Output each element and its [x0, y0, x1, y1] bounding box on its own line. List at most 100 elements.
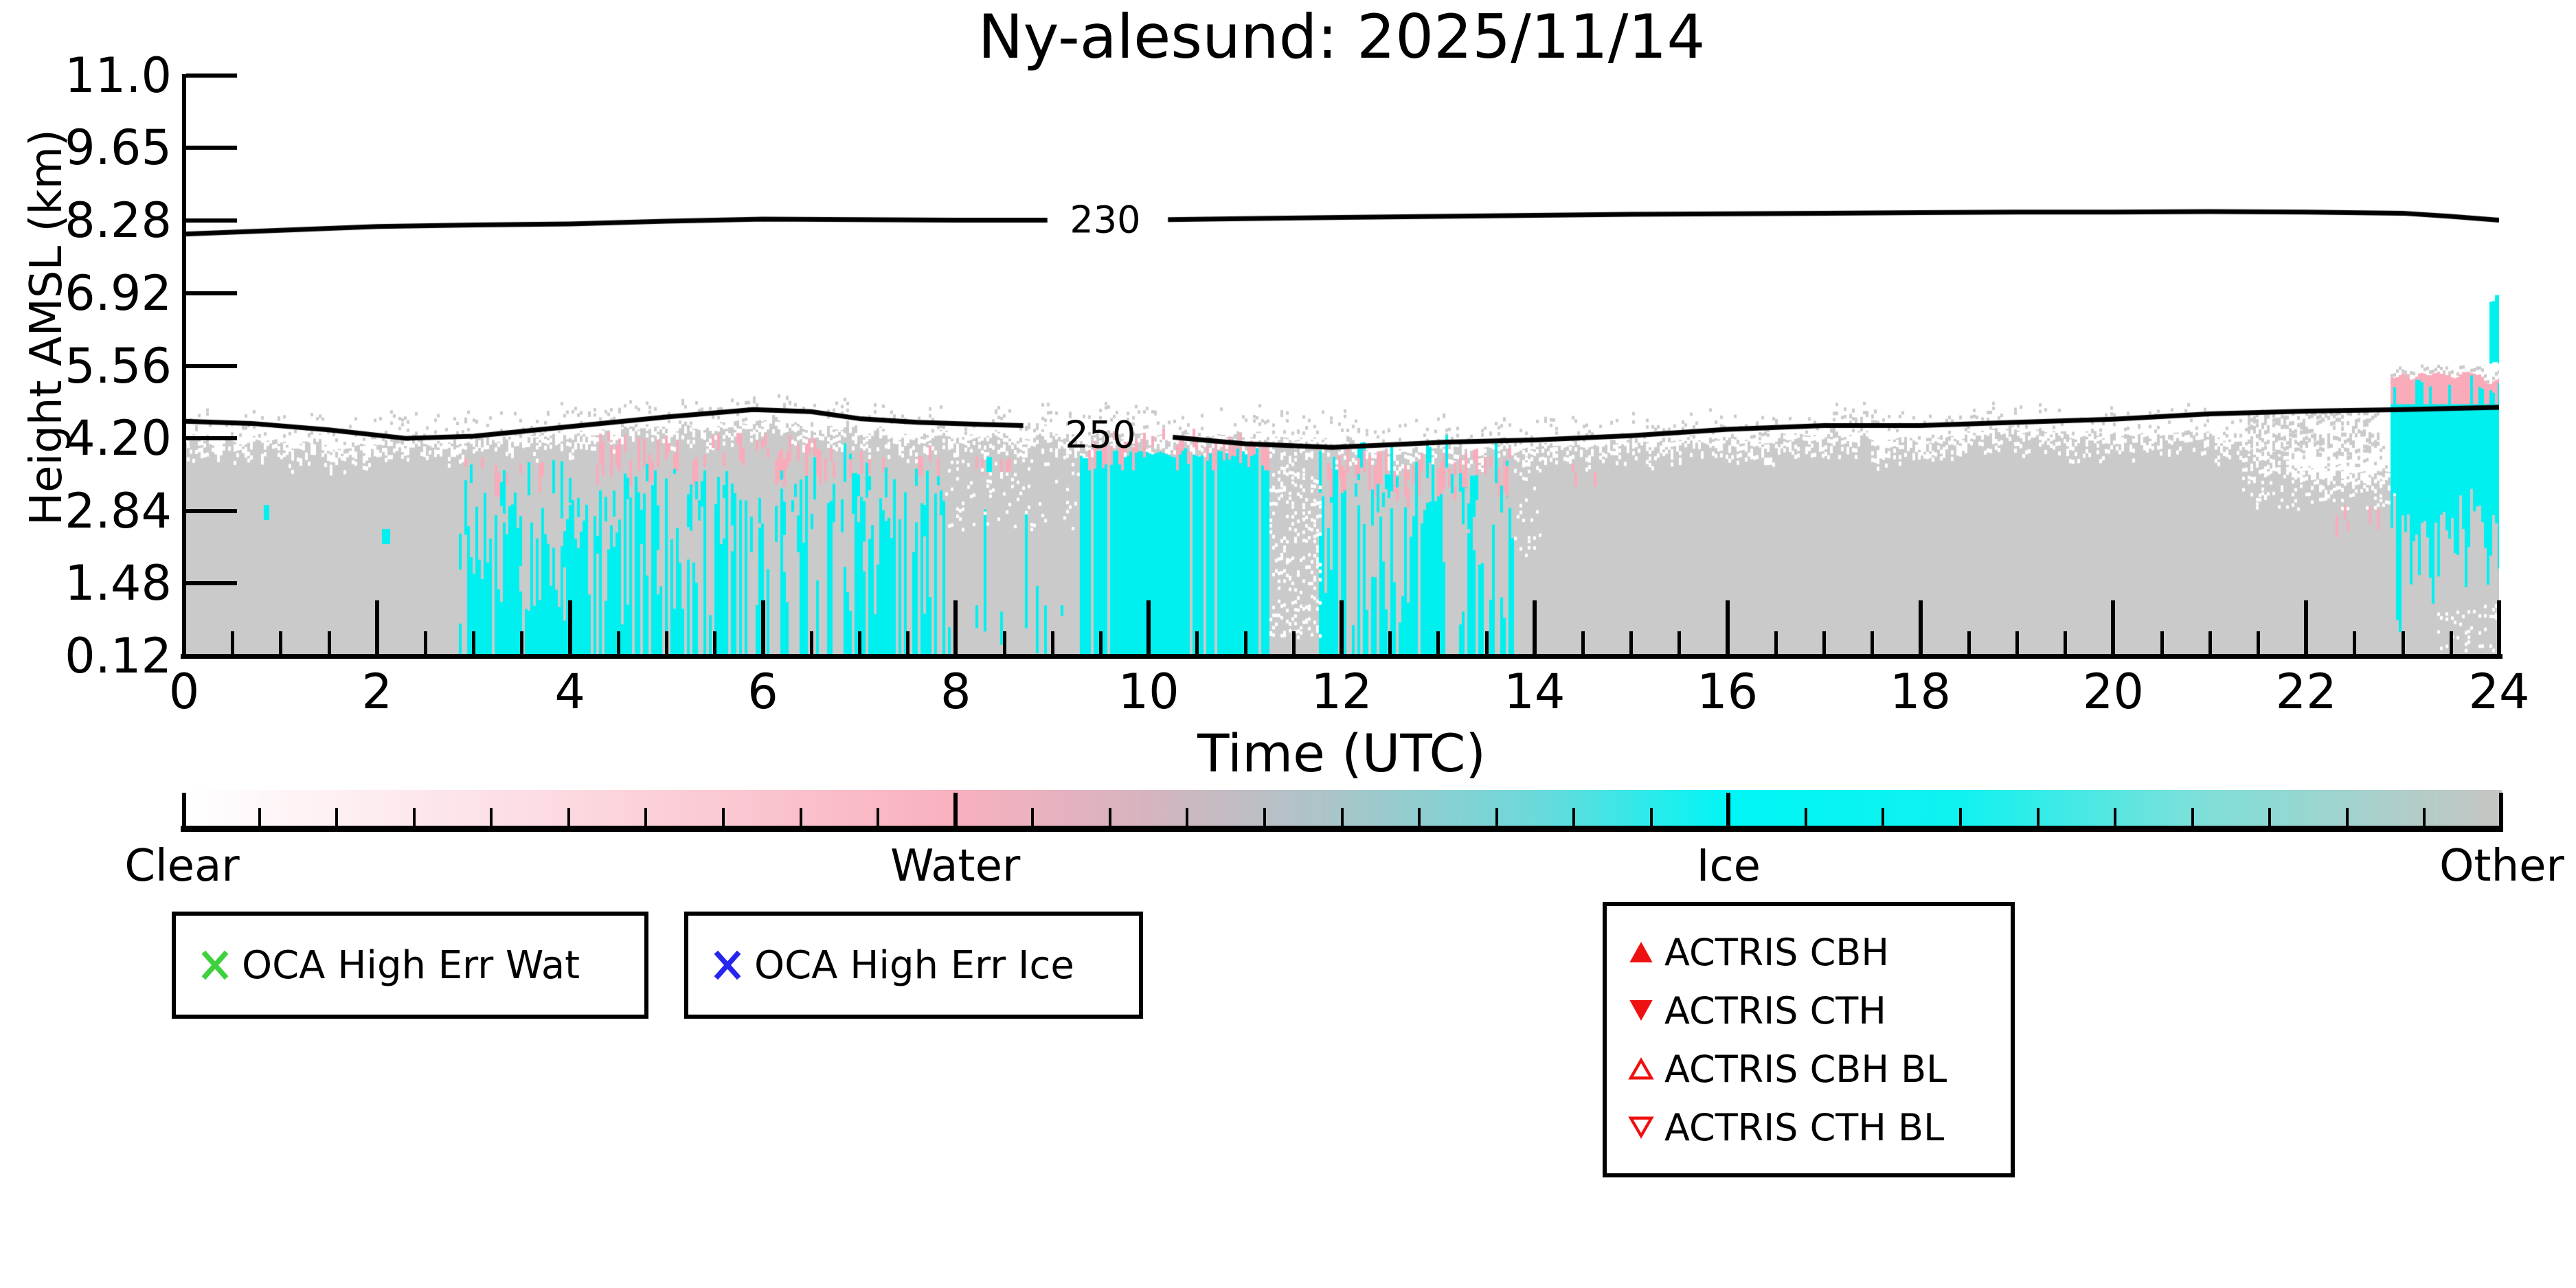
colorbar-minor-tick [877, 808, 880, 826]
colorbar-category-label: Ice [1696, 841, 1761, 892]
x-minor-tick [2015, 631, 2019, 654]
x-axis-spine [181, 654, 2502, 659]
y-major-tick [186, 436, 237, 441]
colorbar-minor-tick [335, 808, 339, 826]
x-tick-label: 0 [168, 664, 200, 720]
x-minor-tick [665, 631, 669, 654]
colorbar-major-tick [1726, 793, 1731, 826]
y-tick-label: 2.84 [65, 482, 172, 539]
x-tick-label: 10 [1118, 664, 1179, 720]
triangle-down-filled-icon [1629, 1000, 1653, 1021]
legend-label: OCA High Err Ice [754, 942, 1074, 988]
colorbar-minor-tick [1263, 808, 1266, 826]
triangle-up-open-icon [1628, 1057, 1654, 1080]
y-major-tick [186, 508, 237, 513]
x-tick-label: 6 [747, 664, 778, 720]
colorbar-minor-tick [258, 808, 261, 826]
x-tick-label: 2 [361, 664, 393, 720]
x-tick-label: 18 [1889, 664, 1952, 720]
x-major-tick [182, 600, 186, 654]
colorbar-minor-tick [2345, 808, 2349, 826]
y-major-tick [186, 218, 237, 223]
x-major-tick [1725, 600, 1730, 654]
x-minor-tick [1822, 631, 1827, 654]
x-major-tick [374, 600, 379, 654]
x-minor-tick [1243, 631, 1247, 654]
x-minor-tick [1291, 631, 1296, 654]
colorbar-major-tick [2499, 793, 2503, 826]
legend-label: OCA High Err Wat [242, 942, 580, 988]
x-tick-label: 4 [554, 664, 585, 720]
colorbar-minor-tick [799, 808, 802, 826]
x-major-tick [1146, 600, 1151, 654]
legend-row: ACTRIS CBH [1627, 931, 2011, 974]
x-tick-label: 14 [1504, 664, 1566, 720]
colorbar-minor-tick [2191, 808, 2194, 826]
x-minor-tick [327, 631, 331, 654]
y-major-tick [186, 291, 237, 295]
x-minor-tick [1871, 631, 1875, 654]
x-minor-tick [1195, 631, 1199, 654]
legend-row: ACTRIS CBH BL [1627, 1048, 2011, 1091]
colorbar-minor-tick [412, 808, 416, 826]
x-minor-tick [2401, 631, 2405, 654]
x-major-tick [1340, 600, 1344, 654]
colorbar-axis-line [181, 826, 2503, 832]
x-tick-label: 8 [940, 664, 971, 720]
legend-label: ACTRIS CTH BL [1664, 1105, 1945, 1149]
contour-label: 230 [1070, 198, 1141, 242]
contour-label: 250 [1065, 413, 1136, 457]
colorbar-minor-tick [1186, 808, 1189, 826]
x-minor-tick [424, 631, 428, 654]
x-minor-tick [2208, 631, 2212, 654]
colorbar-minor-tick [1572, 808, 1576, 826]
y-tick-label: 1.48 [65, 555, 172, 612]
x-minor-tick [809, 631, 813, 654]
x-minor-tick [1677, 631, 1682, 654]
x-major-tick [2304, 600, 2309, 654]
x-marker-icon [714, 950, 741, 980]
legend-label: ACTRIS CBH [1664, 930, 1889, 974]
x-minor-tick [2256, 631, 2260, 654]
colorbar-minor-tick [1882, 808, 1885, 826]
x-minor-tick [1050, 631, 1054, 654]
y-major-tick [186, 74, 237, 78]
colorbar-category-label: Water [890, 841, 1021, 892]
y-axis-spine [182, 74, 186, 659]
colorbar-major-tick [953, 793, 958, 826]
colorbar-minor-tick [1340, 808, 1344, 826]
x-minor-tick [713, 631, 717, 654]
x-minor-tick [1436, 631, 1440, 654]
colorbar-minor-tick [2114, 808, 2117, 826]
y-tick-label: 0.12 [65, 628, 172, 684]
x-major-tick [760, 600, 765, 654]
x-minor-tick [616, 631, 620, 654]
x-minor-tick [1388, 631, 1392, 654]
x-major-tick [2497, 600, 2501, 654]
colorbar-category-label: Other [2439, 841, 2564, 892]
x-marker-icon [201, 950, 229, 980]
x-minor-tick [1484, 631, 1489, 654]
x-minor-tick [1581, 631, 1585, 654]
x-tick-label: 24 [2468, 664, 2530, 720]
x-minor-tick [2353, 631, 2357, 654]
y-tick-label: 5.56 [65, 337, 172, 394]
x-minor-tick [1967, 631, 1971, 654]
colorbar-minor-tick [644, 808, 648, 826]
colorbar [181, 790, 2503, 833]
legend-row: ACTRIS CTH [1627, 989, 2011, 1032]
colorbar-minor-tick [1031, 808, 1035, 826]
x-major-tick [2111, 600, 2116, 654]
colorbar-minor-tick [2423, 808, 2426, 826]
x-minor-tick [520, 631, 524, 654]
x-minor-tick [1774, 631, 1778, 654]
x-major-tick [1532, 600, 1537, 654]
x-tick-label: 20 [2082, 664, 2144, 720]
x-minor-tick [2449, 631, 2453, 654]
legend-actris: ACTRIS CBH ACTRIS CTH ACTRIS CBH BL ACTR… [1603, 902, 2015, 1177]
x-major-tick [1918, 600, 1923, 654]
x-major-tick [953, 600, 958, 654]
colorbar-minor-tick [1108, 808, 1111, 826]
colorbar-minor-tick [567, 808, 570, 826]
